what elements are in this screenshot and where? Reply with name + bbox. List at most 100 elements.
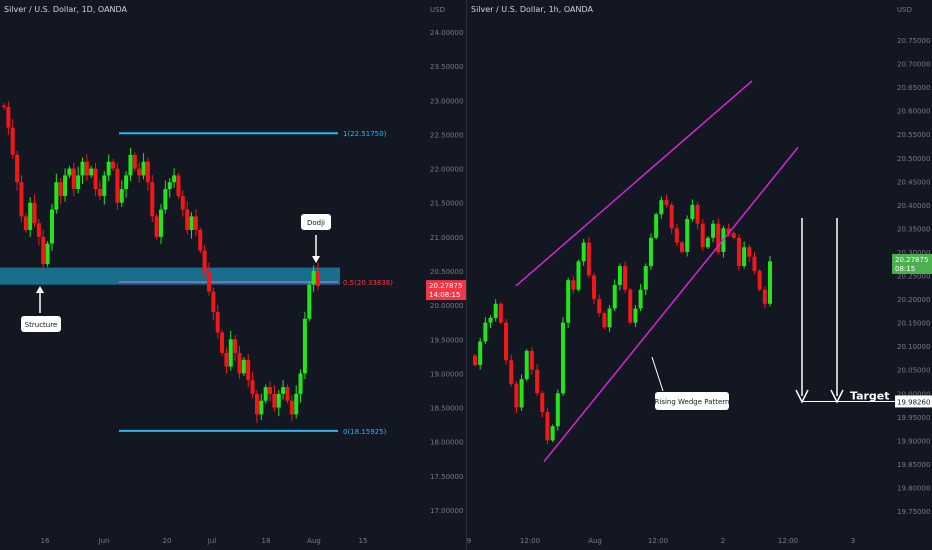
x-tick-label: 9 [467, 537, 471, 545]
hourly-chart-svg[interactable]: 20.75000 20.70000 20.65000 20.60000 20.55000… [467, 0, 932, 550]
panel-divider[interactable] [466, 0, 467, 550]
candle-body [731, 233, 736, 238]
candle-body [76, 175, 81, 190]
y-tick-label: 19.90000 [897, 437, 930, 445]
candle-body [488, 317, 493, 323]
candle-body [509, 360, 514, 384]
candle-body [581, 242, 586, 262]
wedge-lower-line [543, 146, 799, 463]
y-tick-label: 20.30000 [897, 249, 930, 257]
candle-body [80, 161, 85, 176]
candle-body [483, 322, 488, 342]
candle-body [237, 352, 242, 374]
wedge-upper-line [515, 80, 753, 287]
candle-body [224, 352, 229, 367]
candle-body [215, 311, 220, 333]
candle-body [23, 216, 28, 231]
candle-body [529, 350, 534, 370]
y-tick-label: 22.00000 [430, 166, 463, 174]
candle-body [498, 303, 503, 323]
y-tick-label: 17.50000 [430, 473, 463, 481]
candle-body [150, 182, 155, 217]
candle-body [638, 289, 643, 309]
currency-label: USD [897, 6, 912, 14]
target-arrow-2-head [830, 389, 844, 404]
candle-body [566, 280, 571, 323]
candle-body [159, 209, 163, 237]
candle-body [276, 393, 281, 408]
candle-body [752, 256, 757, 271]
candle-body [623, 266, 628, 290]
candle-body [41, 236, 46, 265]
candle-body [119, 189, 124, 203]
candle-body [67, 168, 72, 176]
y-tick-label: 17.00000 [430, 507, 463, 515]
y-tick-label: 20.50000 [897, 155, 930, 163]
y-tick-label: 19.95000 [897, 414, 930, 422]
candle-body [193, 216, 198, 231]
candle-body [762, 289, 767, 304]
candle-body [669, 204, 674, 229]
candle-body [307, 284, 312, 319]
y-tick-label: 20.65000 [897, 84, 930, 92]
candle-body [514, 383, 519, 408]
candle-body [10, 127, 15, 155]
y-tick-label: 18.50000 [430, 405, 463, 413]
y-tick-label: 20.35000 [897, 225, 930, 233]
candle-body [716, 223, 721, 252]
x-tick-label: Jul [207, 537, 217, 545]
daily-chart-panel[interactable]: 24.00000 23.50000 23.00000 22.50000 22.00000… [0, 0, 466, 550]
y-tick-label: 22.50000 [430, 131, 463, 139]
candle-body [128, 154, 133, 176]
candle-body [768, 261, 772, 304]
candle-body [597, 299, 602, 314]
y-tick-label: 21.50000 [430, 200, 463, 208]
candle-body [263, 387, 268, 401]
y-tick-label: 20.40000 [897, 202, 930, 210]
doji-callout-box [301, 214, 331, 230]
candle-body [259, 400, 264, 415]
target-arrow-1-head [795, 389, 809, 404]
candle-body [154, 216, 159, 237]
candle-body [545, 412, 550, 441]
candle-body [617, 266, 622, 285]
x-tick-label: 18 [262, 537, 271, 545]
candle-body [633, 308, 638, 323]
y-tick-label: 23.50000 [430, 63, 463, 71]
candle-body [102, 175, 107, 196]
candle-body [607, 308, 612, 328]
candle-body [15, 154, 20, 183]
last-price-timer: 08:15 [895, 265, 915, 273]
target-price-box [895, 395, 932, 408]
candle-body [550, 426, 555, 441]
y-tick-label: 23.00000 [430, 97, 463, 105]
candle-body [711, 223, 716, 238]
candle-body [32, 202, 37, 224]
x-tick-label: 20 [163, 537, 172, 545]
candle-body [211, 291, 216, 312]
candle-body [289, 400, 294, 415]
candle-body [643, 266, 648, 290]
daily-chart-svg[interactable]: 24.00000 23.50000 23.00000 22.50000 22.00000… [0, 0, 466, 550]
candle-body [58, 182, 63, 196]
hourly-chart-panel[interactable]: 20.75000 20.70000 20.65000 20.60000 20.55000… [467, 0, 932, 550]
last-price-value: 20.27875 [429, 282, 462, 290]
candle-body [757, 270, 762, 290]
candle-body [294, 393, 299, 415]
y-tick-label: 20.05000 [897, 367, 930, 375]
candle-body [2, 105, 6, 108]
candle-body [36, 223, 41, 237]
y-tick-label: 20.00000 [897, 390, 930, 398]
candle-body [167, 182, 172, 190]
candle-body [84, 161, 89, 176]
candle-body [504, 322, 509, 361]
structure-callout-box [21, 316, 61, 332]
fib-level-0-label: 0(18.15925) [343, 428, 387, 436]
candle-body [736, 237, 741, 267]
y-tick-label: 19.50000 [430, 336, 463, 344]
currency-label: USD [430, 6, 445, 14]
candle-body [664, 200, 669, 205]
last-price-value: 20.27875 [895, 256, 928, 264]
candle-body [132, 154, 137, 169]
candle-body [189, 216, 194, 231]
